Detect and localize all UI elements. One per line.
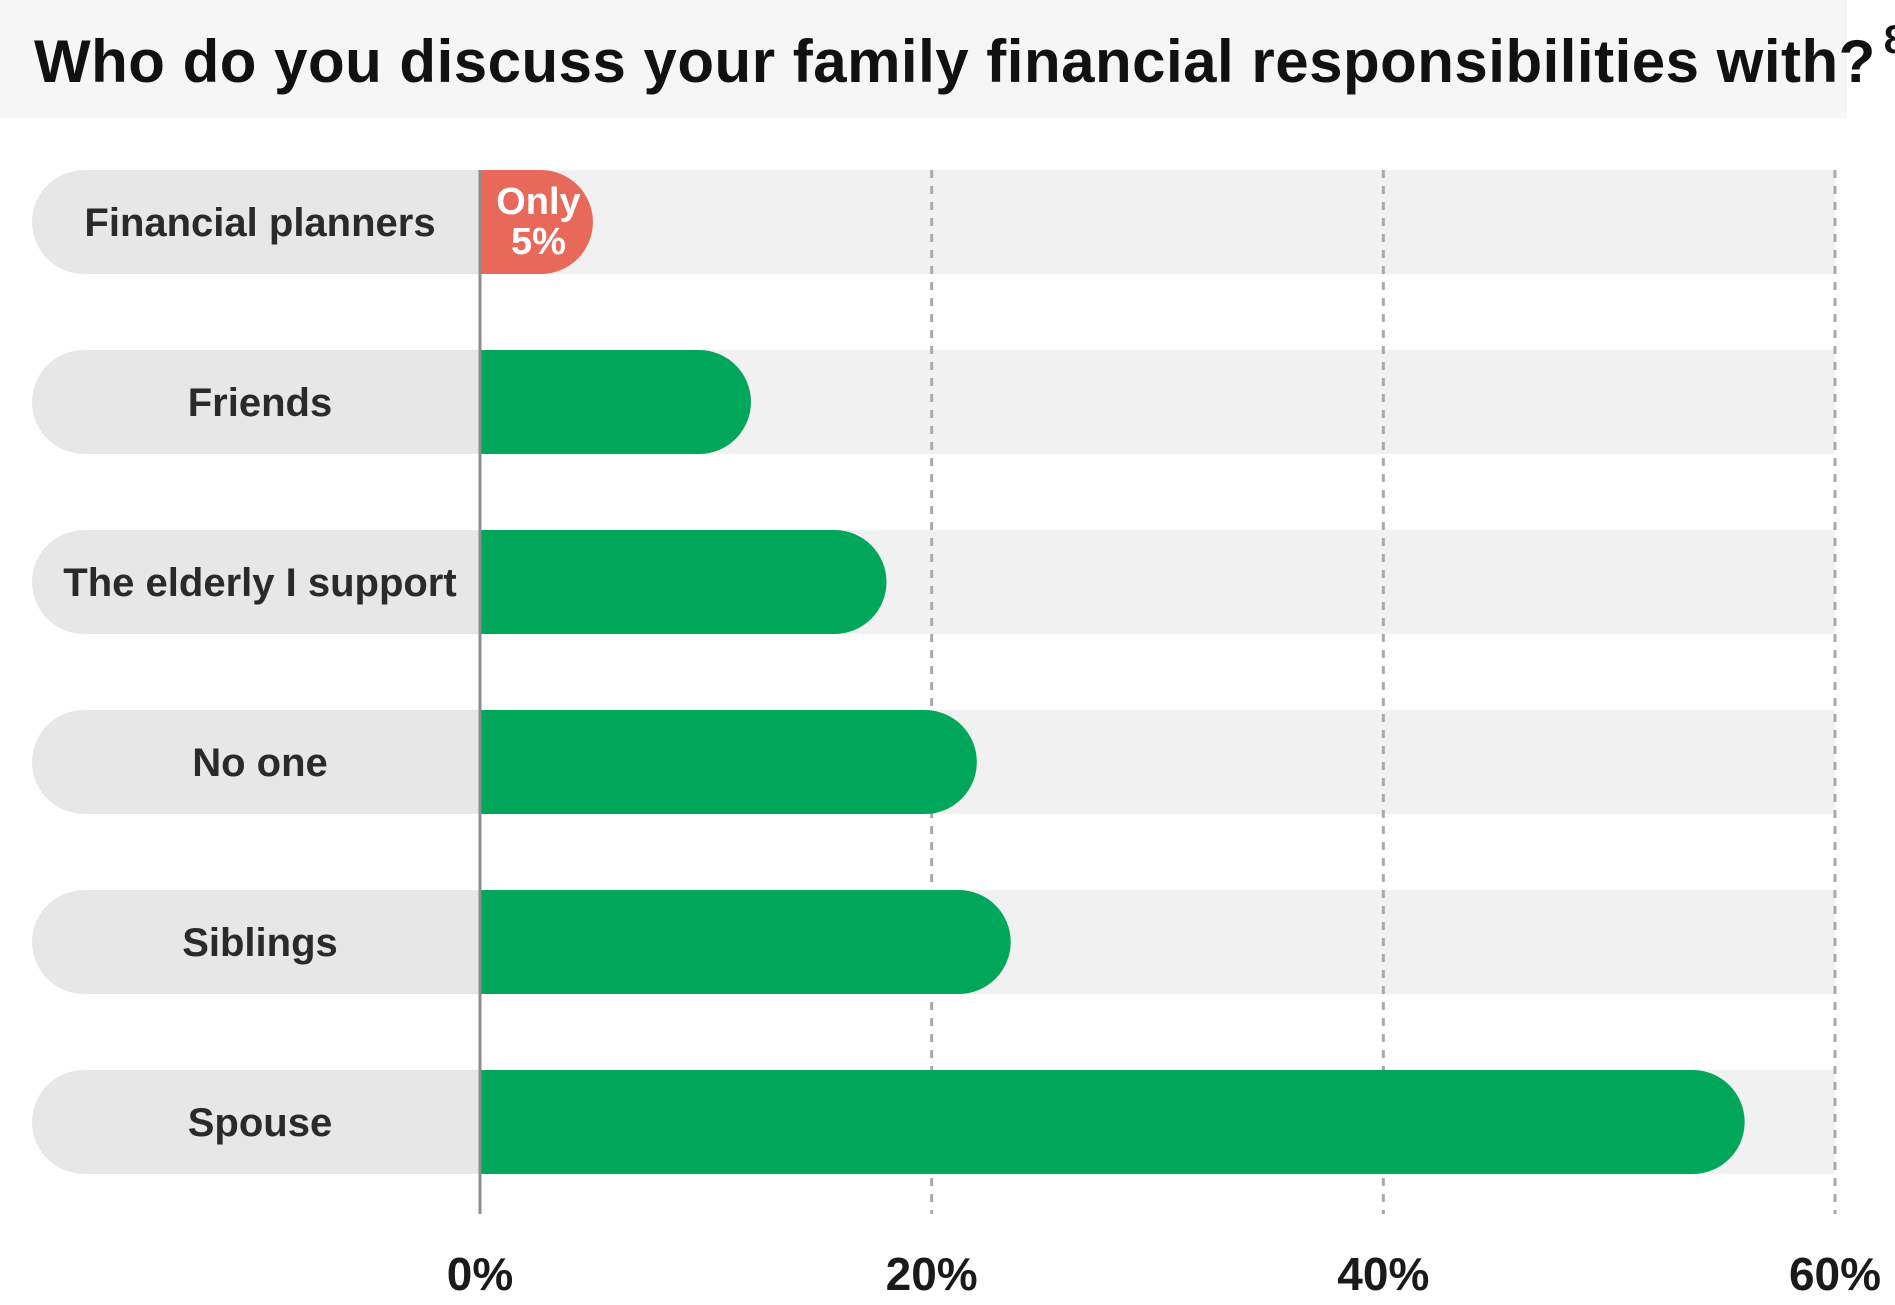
bar-tracks xyxy=(32,170,1835,1174)
category-pill xyxy=(32,1070,532,1174)
bar xyxy=(480,1070,1745,1174)
chart-title-text: Who do you discuss your family financial… xyxy=(34,28,1876,95)
bar-track xyxy=(480,170,1835,274)
category-label: Spouse xyxy=(188,1101,332,1145)
bar xyxy=(480,890,1011,994)
category-label: No one xyxy=(192,741,328,785)
chart-title: Who do you discuss your family financial… xyxy=(34,18,1895,96)
footnote-marker: 8 xyxy=(1884,18,1895,62)
x-tick-label: 20% xyxy=(886,1248,978,1300)
x-tick-label: 0% xyxy=(447,1248,513,1300)
category-pill xyxy=(32,350,532,454)
category-pill xyxy=(32,890,532,994)
bar xyxy=(480,710,977,814)
bar xyxy=(480,170,593,274)
bar xyxy=(480,530,887,634)
x-axis-ticks: 0% 20% 40% 60% xyxy=(447,1248,1881,1300)
bar xyxy=(480,350,751,454)
category-label: Friends xyxy=(188,381,332,425)
data-label: 5% xyxy=(511,221,566,263)
bars xyxy=(480,170,1745,1174)
category-pill xyxy=(32,170,532,274)
x-tick-label: 60% xyxy=(1789,1248,1881,1300)
category-pill xyxy=(32,710,532,814)
category-label: Financial planners xyxy=(84,201,435,245)
data-label: Only xyxy=(496,181,580,223)
title-band xyxy=(0,0,1847,118)
x-tick-label: 40% xyxy=(1337,1248,1429,1300)
category-label: Siblings xyxy=(182,921,338,965)
category-label: The elderly I support xyxy=(63,561,456,605)
grid-lines xyxy=(930,170,1837,1214)
category-pill xyxy=(32,530,532,634)
category-labels: Financial planners Friends The elderly I s… xyxy=(63,201,456,1145)
